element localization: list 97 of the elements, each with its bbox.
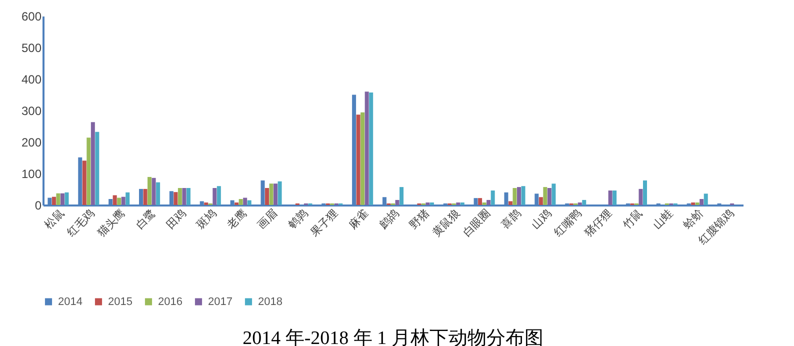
bar (117, 198, 122, 205)
bar (482, 202, 486, 205)
bar (608, 190, 612, 205)
bar (143, 188, 148, 205)
x-tick-label: 猪仔狸 (582, 206, 615, 240)
x-tick-label: 鹧鸪 (376, 206, 402, 232)
bar (478, 198, 482, 205)
bar (456, 202, 460, 205)
y-tick-label: 0 (34, 198, 42, 212)
x-tick-label: 麻雀 (346, 206, 372, 232)
bar (126, 192, 130, 205)
bar (517, 187, 521, 205)
x-tick-label: 果子狸 (308, 206, 341, 240)
bar (52, 196, 56, 205)
bar (360, 112, 365, 205)
bar (234, 202, 239, 205)
x-tick-label: 蛤蚧 (681, 206, 706, 232)
bar (152, 178, 156, 205)
bar (538, 197, 543, 205)
x-tick-label: 猫头鹰 (95, 206, 128, 240)
bar (460, 202, 464, 205)
bar (64, 192, 69, 205)
y-tick-label: 600 (21, 10, 42, 24)
bar (486, 200, 491, 205)
y-tick-label: 400 (21, 72, 42, 86)
bar (269, 184, 274, 205)
bar (174, 192, 178, 205)
bar (186, 188, 190, 205)
bar (112, 195, 117, 205)
bar (490, 190, 495, 205)
bar (508, 201, 512, 205)
y-tick-label: 300 (21, 104, 42, 118)
bar (704, 194, 708, 205)
bar (543, 187, 548, 205)
bar (582, 200, 586, 205)
bar (156, 182, 160, 205)
x-tick-label: 画眉 (254, 206, 280, 232)
x-tick-label: 野猪 (407, 206, 432, 232)
x-tick-label: 斑鸠 (194, 206, 219, 232)
x-tick-label: 黄鼠狼 (430, 206, 462, 240)
x-tick-label: 竹鼠 (620, 206, 645, 232)
bar (82, 160, 86, 205)
bar (178, 188, 182, 205)
bar (148, 176, 152, 205)
bar (182, 188, 186, 205)
bar (400, 187, 404, 205)
x-tick-label: 山蛙 (650, 206, 676, 232)
bar (121, 196, 126, 205)
bar (395, 200, 400, 205)
bar (247, 200, 252, 205)
bar (578, 202, 582, 205)
x-tick-label: 鹌鹑 (285, 206, 310, 232)
bar (512, 188, 517, 205)
bar (430, 202, 434, 205)
bar (521, 186, 526, 205)
x-tick-label: 山鸡 (528, 206, 554, 232)
bar (212, 188, 217, 205)
x-tick-label: 松鼠 (42, 206, 67, 232)
bar (243, 198, 248, 205)
y-tick-label: 200 (21, 136, 42, 150)
bar (356, 114, 360, 205)
bar (204, 202, 208, 205)
y-tick-label: 500 (21, 41, 42, 55)
bar (60, 193, 64, 205)
y-tick-label: 100 (21, 167, 42, 181)
x-tick-label: 红毛鸡 (64, 206, 98, 240)
bar (265, 188, 269, 205)
bar (695, 202, 700, 205)
bar (426, 202, 430, 205)
x-tick-label: 白眼圈 (460, 206, 493, 240)
bar (691, 202, 696, 205)
legend-label: 2017 (208, 296, 232, 308)
bar (369, 92, 374, 205)
bar (56, 193, 60, 205)
bar (700, 199, 704, 205)
x-tick-label: 喜鹊 (498, 206, 524, 232)
legend-label: 2016 (158, 296, 182, 308)
bar (638, 188, 643, 205)
bar (278, 181, 282, 205)
x-tick-label: 白鹭 (133, 206, 158, 232)
x-tick-label: 田鸡 (164, 206, 188, 232)
bar (86, 138, 91, 205)
bar (274, 184, 278, 205)
legend-label: 2018 (258, 296, 282, 308)
bar (90, 122, 95, 205)
bar (95, 132, 100, 205)
bar (612, 190, 617, 205)
x-tick-label: 红嘴鸭 (552, 206, 584, 240)
bar (364, 92, 369, 205)
bar (216, 186, 221, 205)
x-tick-label: 老鹰 (224, 206, 250, 232)
legend-label: 2014 (58, 296, 82, 308)
bar (238, 199, 243, 205)
bar (547, 188, 552, 205)
bar (643, 180, 647, 205)
legend-label: 2015 (108, 296, 132, 308)
bar (552, 184, 556, 205)
